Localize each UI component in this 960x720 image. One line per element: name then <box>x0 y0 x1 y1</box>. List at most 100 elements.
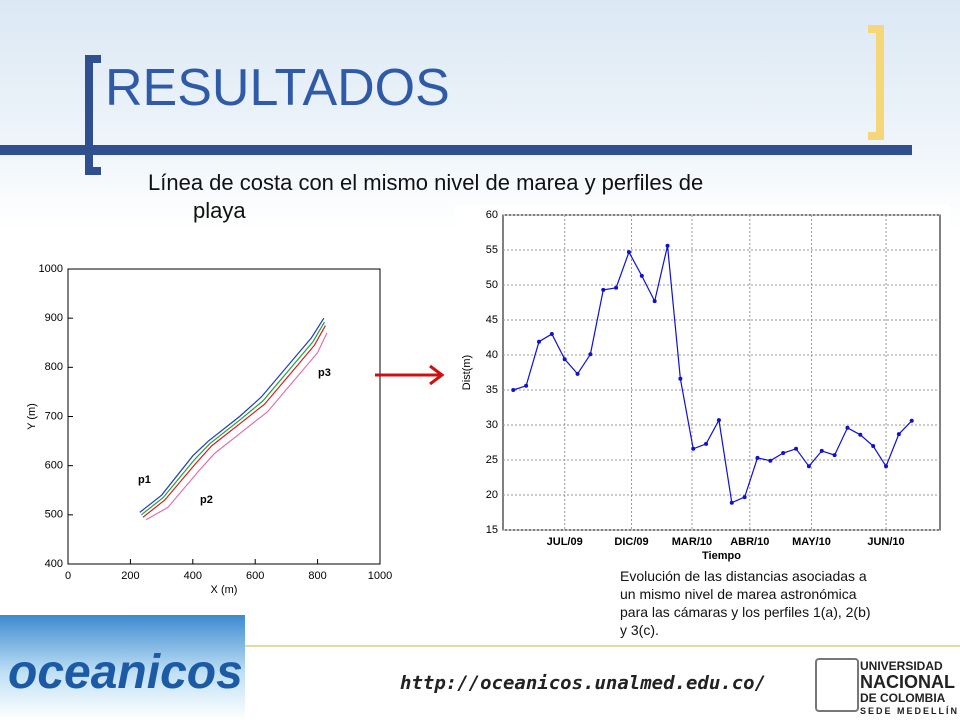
x-tick-label: MAR/10 <box>672 536 712 548</box>
y-axis-label: Dist(m) <box>461 355 473 390</box>
x-tick-label: 600 <box>246 570 264 582</box>
university-line: DE COLOMBIA <box>860 691 946 705</box>
caption-line: para las cámaras y los perfiles 1(a), 2(… <box>620 604 871 620</box>
point <box>704 441 709 446</box>
point <box>832 453 837 458</box>
url[interactable]: http://oceanicos.unalmed.edu.co/ <box>400 672 767 694</box>
point <box>819 448 824 453</box>
plot-area <box>502 214 941 531</box>
y-tick-label: 1000 <box>39 263 63 275</box>
x-tick-label: 0 <box>65 570 71 582</box>
plot-area <box>67 268 381 565</box>
caption-line: Evolución de las distancias asociadas a <box>620 568 867 584</box>
background <box>0 0 960 230</box>
point <box>524 383 529 388</box>
y-tick-label: 700 <box>45 410 63 422</box>
point <box>536 339 541 344</box>
point <box>742 495 747 500</box>
y-tick-label: 30 <box>486 419 498 431</box>
logo-text: oceanicos <box>8 646 243 699</box>
crest <box>815 658 859 712</box>
series-line <box>513 245 913 504</box>
y-tick-label: 55 <box>486 244 498 256</box>
y-tick-label: 15 <box>486 524 498 536</box>
x-tick-label: 200 <box>121 570 139 582</box>
subtitle: Línea de costa con el mismo nivel de mar… <box>148 170 704 195</box>
point <box>716 418 721 423</box>
point <box>614 285 619 290</box>
subtitle: playa <box>193 198 246 223</box>
annotation: p3 <box>318 367 331 379</box>
y-tick-label: 35 <box>486 384 498 396</box>
point <box>575 371 580 376</box>
point <box>729 500 734 505</box>
y-axis-label: Y (m) <box>26 403 38 430</box>
point <box>755 455 760 460</box>
x-tick-label: 800 <box>308 570 326 582</box>
arrow <box>375 364 445 386</box>
x-tick-label: ABR/10 <box>730 536 769 548</box>
point <box>896 432 901 437</box>
y-tick-label: 20 <box>486 489 498 501</box>
y-tick-label: 800 <box>45 361 63 373</box>
point <box>858 432 863 437</box>
annotation: p2 <box>200 494 213 506</box>
y-tick-label: 500 <box>45 509 63 521</box>
point <box>652 299 657 304</box>
point <box>794 446 799 451</box>
x-tick-label: JUL/09 <box>547 536 583 548</box>
point <box>806 464 811 469</box>
x-axis-label: Tiempo <box>702 550 741 562</box>
point <box>678 376 683 381</box>
footer-rule <box>0 645 960 647</box>
y-tick-label: 400 <box>45 558 63 570</box>
y-tick-label: 60 <box>486 209 498 221</box>
point <box>549 332 554 336</box>
x-tick-label: JUN/10 <box>867 536 904 548</box>
x-tick-label: MAY/10 <box>792 536 831 548</box>
series-line <box>142 325 326 518</box>
x-tick-label: 1000 <box>368 570 392 582</box>
point <box>601 287 606 292</box>
rule <box>0 145 912 155</box>
y-tick-label: 600 <box>45 460 63 472</box>
x-tick-label: DIC/09 <box>614 536 648 548</box>
point <box>626 250 631 255</box>
series-line <box>145 332 328 521</box>
point <box>884 464 889 469</box>
title: RESULTADOS <box>105 59 450 117</box>
bracket <box>85 55 101 175</box>
point <box>871 444 876 448</box>
caption: Evolución de las distancias asociadas a … <box>620 567 871 639</box>
university-line: UNIVERSIDAD <box>860 659 943 673</box>
university-line: SEDE MEDELLÍN <box>860 706 960 716</box>
shoreline-chart: 400 500 600 700 800 900 1000 0 200 400 600 800 1000 X… <box>10 250 430 610</box>
series-line <box>140 321 325 516</box>
point <box>665 243 670 248</box>
point <box>909 418 914 423</box>
annotation: p1 <box>138 474 151 486</box>
point <box>639 273 644 278</box>
bracket <box>868 25 884 140</box>
point <box>562 357 567 362</box>
point <box>588 352 593 357</box>
university-line: NACIONAL <box>860 672 955 692</box>
point <box>691 446 696 451</box>
y-tick-label: 45 <box>486 314 498 326</box>
university: UNIVERSIDAD NACIONAL DE COLOMBIA SEDE ME… <box>860 660 959 718</box>
series-line <box>139 317 325 513</box>
point <box>845 425 850 430</box>
caption-line: y 3(c). <box>620 622 659 638</box>
point <box>511 388 516 392</box>
x-axis-label: X (m) <box>211 584 238 596</box>
distance-chart: 15 20 25 30 35 40 45 50 55 60 JUL/09 DIC/09 MAR/10 AB… <box>455 205 950 565</box>
caption-line: un mismo nivel de marea astronómica <box>620 586 857 602</box>
point <box>768 458 773 463</box>
x-tick-label: 400 <box>184 570 202 582</box>
y-tick-label: 900 <box>45 312 63 324</box>
logo: oceanicos <box>0 615 245 720</box>
point <box>781 451 786 455</box>
y-tick-label: 40 <box>486 349 498 361</box>
y-tick-label: 50 <box>486 279 498 291</box>
